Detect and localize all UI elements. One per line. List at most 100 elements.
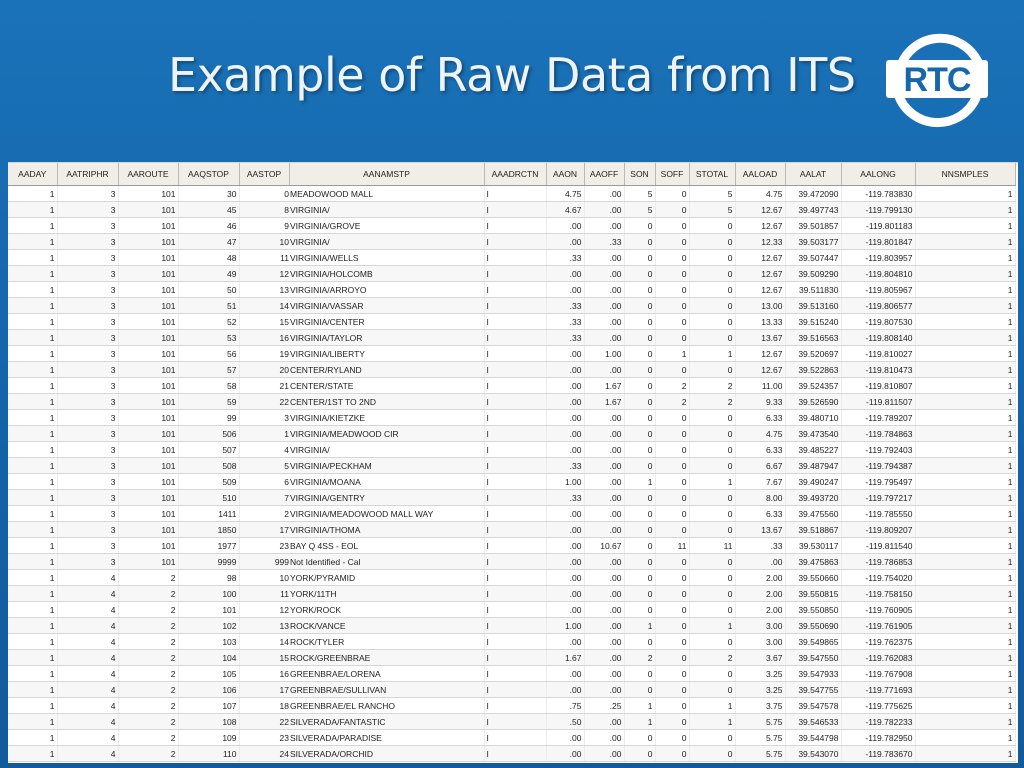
cell-aaqstop: 46 [178, 217, 240, 234]
column-header-aalat: AALAT [785, 163, 842, 186]
cell-aaadrctn: I [484, 633, 547, 650]
cell-aaload: 5.75 [735, 745, 786, 762]
cell-aalat: 39.490247 [785, 473, 842, 490]
cell-aastop: 5 [239, 457, 289, 474]
cell-aastop: 24 [239, 745, 289, 762]
cell-aatriphr: 3 [57, 217, 119, 234]
cell-soff: 0 [655, 281, 690, 298]
cell-aaoff: .00 [584, 313, 625, 330]
cell-son: 0 [624, 345, 656, 362]
cell-aaday: 1 [8, 521, 58, 538]
cell-nnsmples: 1 [915, 441, 1016, 458]
cell-aaoff: .00 [584, 569, 625, 586]
cell-aanamstp: GREENBRAE/LORENA [289, 665, 485, 682]
cell-aatriphr: 4 [57, 585, 119, 602]
cell-aaroute: 101 [118, 217, 179, 234]
cell-aanamstp: VIRGINIA/VASSAR [289, 297, 485, 314]
cell-aanamstp: GREENBRAE/SULLIVAN [289, 681, 485, 698]
cell-soff: 0 [655, 713, 690, 730]
cell-aalong: -119.807530 [841, 313, 916, 330]
cell-aaoff: .00 [584, 441, 625, 458]
cell-aalat: 39.530117 [785, 537, 842, 554]
cell-aaroute: 2 [118, 649, 179, 666]
cell-son: 0 [624, 393, 656, 410]
table-row: 1 3 101 49 12 VIRGINIA/HOLCOMB I .00.00 0 0 0 12.67… [8, 265, 1016, 282]
cell-soff: 0 [655, 521, 690, 538]
table-row: 1 4 2 110 24 SILVERADA/ORCHID I .00.00 0 0 0 5.75 39… [8, 745, 1016, 762]
cell-aaon: .33 [546, 249, 585, 266]
cell-aaadrctn: I [484, 473, 547, 490]
cell-nnsmples: 1 [915, 329, 1016, 346]
cell-aastop: 999 [239, 553, 289, 570]
cell-aalat: 39.544798 [785, 729, 842, 746]
cell-aaon: .00 [546, 745, 585, 762]
column-header-aaday: AADAY [8, 163, 58, 186]
cell-aaadrctn: I [484, 425, 547, 442]
cell-aaon: 1.67 [546, 649, 585, 666]
cell-aaoff: .00 [584, 729, 625, 746]
cell-aastop: 7 [239, 489, 289, 506]
cell-nnsmples: 1 [915, 217, 1016, 234]
cell-aaadrctn: I [484, 601, 547, 618]
cell-aaday: 1 [8, 681, 58, 698]
cell-aaadrctn: I [484, 233, 547, 250]
cell-aaday: 1 [8, 489, 58, 506]
cell-son: 0 [624, 585, 656, 602]
table-row: 1 3 101 52 15 VIRGINIA/CENTER I .33.00 0 0 0 13.33 3… [8, 313, 1016, 330]
cell-aanamstp: CENTER/RYLAND [289, 361, 485, 378]
cell-stotal: 5 [689, 185, 736, 202]
cell-aaroute: 101 [118, 489, 179, 506]
cell-aaroute: 101 [118, 185, 179, 202]
cell-aalat: 39.493720 [785, 489, 842, 506]
cell-aalat: 39.524357 [785, 377, 842, 394]
cell-aalat: 39.475863 [785, 553, 842, 570]
cell-stotal: 0 [689, 729, 736, 746]
cell-aaload: 3.00 [735, 617, 786, 634]
cell-aaon: .00 [546, 729, 585, 746]
header-row: AADAY AATRIPHR AAROUTE AAQSTOP AASTOP AANAMST… [8, 163, 1016, 186]
cell-aaload: 7.67 [735, 473, 786, 490]
cell-aaon: .00 [546, 425, 585, 442]
cell-aaload: 2.00 [735, 601, 786, 618]
cell-aaroute: 101 [118, 313, 179, 330]
cell-aaoff: .00 [584, 665, 625, 682]
cell-aatriphr: 3 [57, 361, 119, 378]
cell-aastop: 4 [239, 441, 289, 458]
cell-aalong: -119.767908 [841, 665, 916, 682]
cell-aaadrctn: I [484, 361, 547, 378]
cell-aaadrctn: I [484, 713, 547, 730]
cell-aaoff: .00 [584, 297, 625, 314]
cell-nnsmples: 1 [915, 265, 1016, 282]
cell-aaqstop: 104 [178, 649, 240, 666]
column-header-aaload: AALOAD [735, 163, 786, 186]
cell-aaoff: .25 [584, 697, 625, 714]
table-row: 1 4 2 101 12 YORK/ROCK I .00.00 0 0 0 2.00 39.550850… [8, 601, 1016, 618]
column-header-aaqstop: AAQSTOP [178, 163, 240, 186]
rtc-logo: RTC [886, 33, 988, 128]
cell-aaqstop: 98 [178, 569, 240, 586]
cell-aastop: 22 [239, 713, 289, 730]
cell-nnsmples: 1 [915, 697, 1016, 714]
cell-aatriphr: 3 [57, 313, 119, 330]
cell-aastop: 9 [239, 217, 289, 234]
cell-aastop: 8 [239, 201, 289, 218]
cell-nnsmples: 1 [915, 633, 1016, 650]
cell-soff: 0 [655, 329, 690, 346]
cell-aaqstop: 509 [178, 473, 240, 490]
cell-aalong: -119.809207 [841, 521, 916, 538]
column-header-aaroute: AAROUTE [118, 163, 179, 186]
cell-son: 2 [624, 649, 656, 666]
cell-aaroute: 101 [118, 409, 179, 426]
cell-son: 1 [624, 713, 656, 730]
cell-aalong: -119.801847 [841, 233, 916, 250]
cell-aaon: .00 [546, 345, 585, 362]
cell-aaadrctn: I [484, 249, 547, 266]
cell-aalong: -119.761905 [841, 617, 916, 634]
cell-aaday: 1 [8, 409, 58, 426]
cell-aatriphr: 3 [57, 297, 119, 314]
cell-aaqstop: 45 [178, 201, 240, 218]
cell-aastop: 11 [239, 585, 289, 602]
cell-aatriphr: 3 [57, 233, 119, 250]
cell-aaroute: 2 [118, 745, 179, 762]
cell-aalat: 39.547755 [785, 681, 842, 698]
